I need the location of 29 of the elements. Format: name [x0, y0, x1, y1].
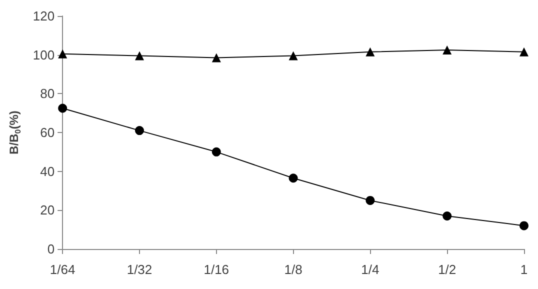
y-axis-title: B/B0(%) [7, 110, 22, 154]
point [58, 49, 68, 58]
x-tick-label: 1 [520, 262, 528, 277]
point [366, 47, 375, 56]
y-tick-label: 40 [40, 164, 55, 179]
point [520, 47, 528, 56]
point [58, 104, 68, 113]
y-tick-label: 0 [47, 242, 55, 256]
y-tick-label: 80 [40, 86, 55, 102]
point [212, 53, 221, 62]
point [520, 221, 528, 230]
point [442, 211, 452, 220]
point [288, 51, 298, 60]
x-tick-label: 1/16 [204, 262, 230, 277]
x-tick-label: 1/4 [361, 262, 380, 277]
x-tick-label: 1/2 [438, 262, 456, 277]
x-tick-label: 1/32 [126, 262, 152, 277]
point [288, 174, 298, 183]
point [135, 126, 144, 136]
y-tick-label: 120 [32, 8, 55, 24]
point [212, 147, 221, 156]
y-tick-label: 60 [40, 125, 55, 140]
point [366, 196, 375, 205]
y-tick-label: 100 [32, 47, 55, 62]
x-tick-label: 1/8 [284, 262, 302, 277]
point [134, 51, 144, 60]
x-tick-label: 1/64 [50, 262, 76, 277]
point [442, 45, 452, 54]
y-tick-label: 20 [40, 202, 55, 218]
